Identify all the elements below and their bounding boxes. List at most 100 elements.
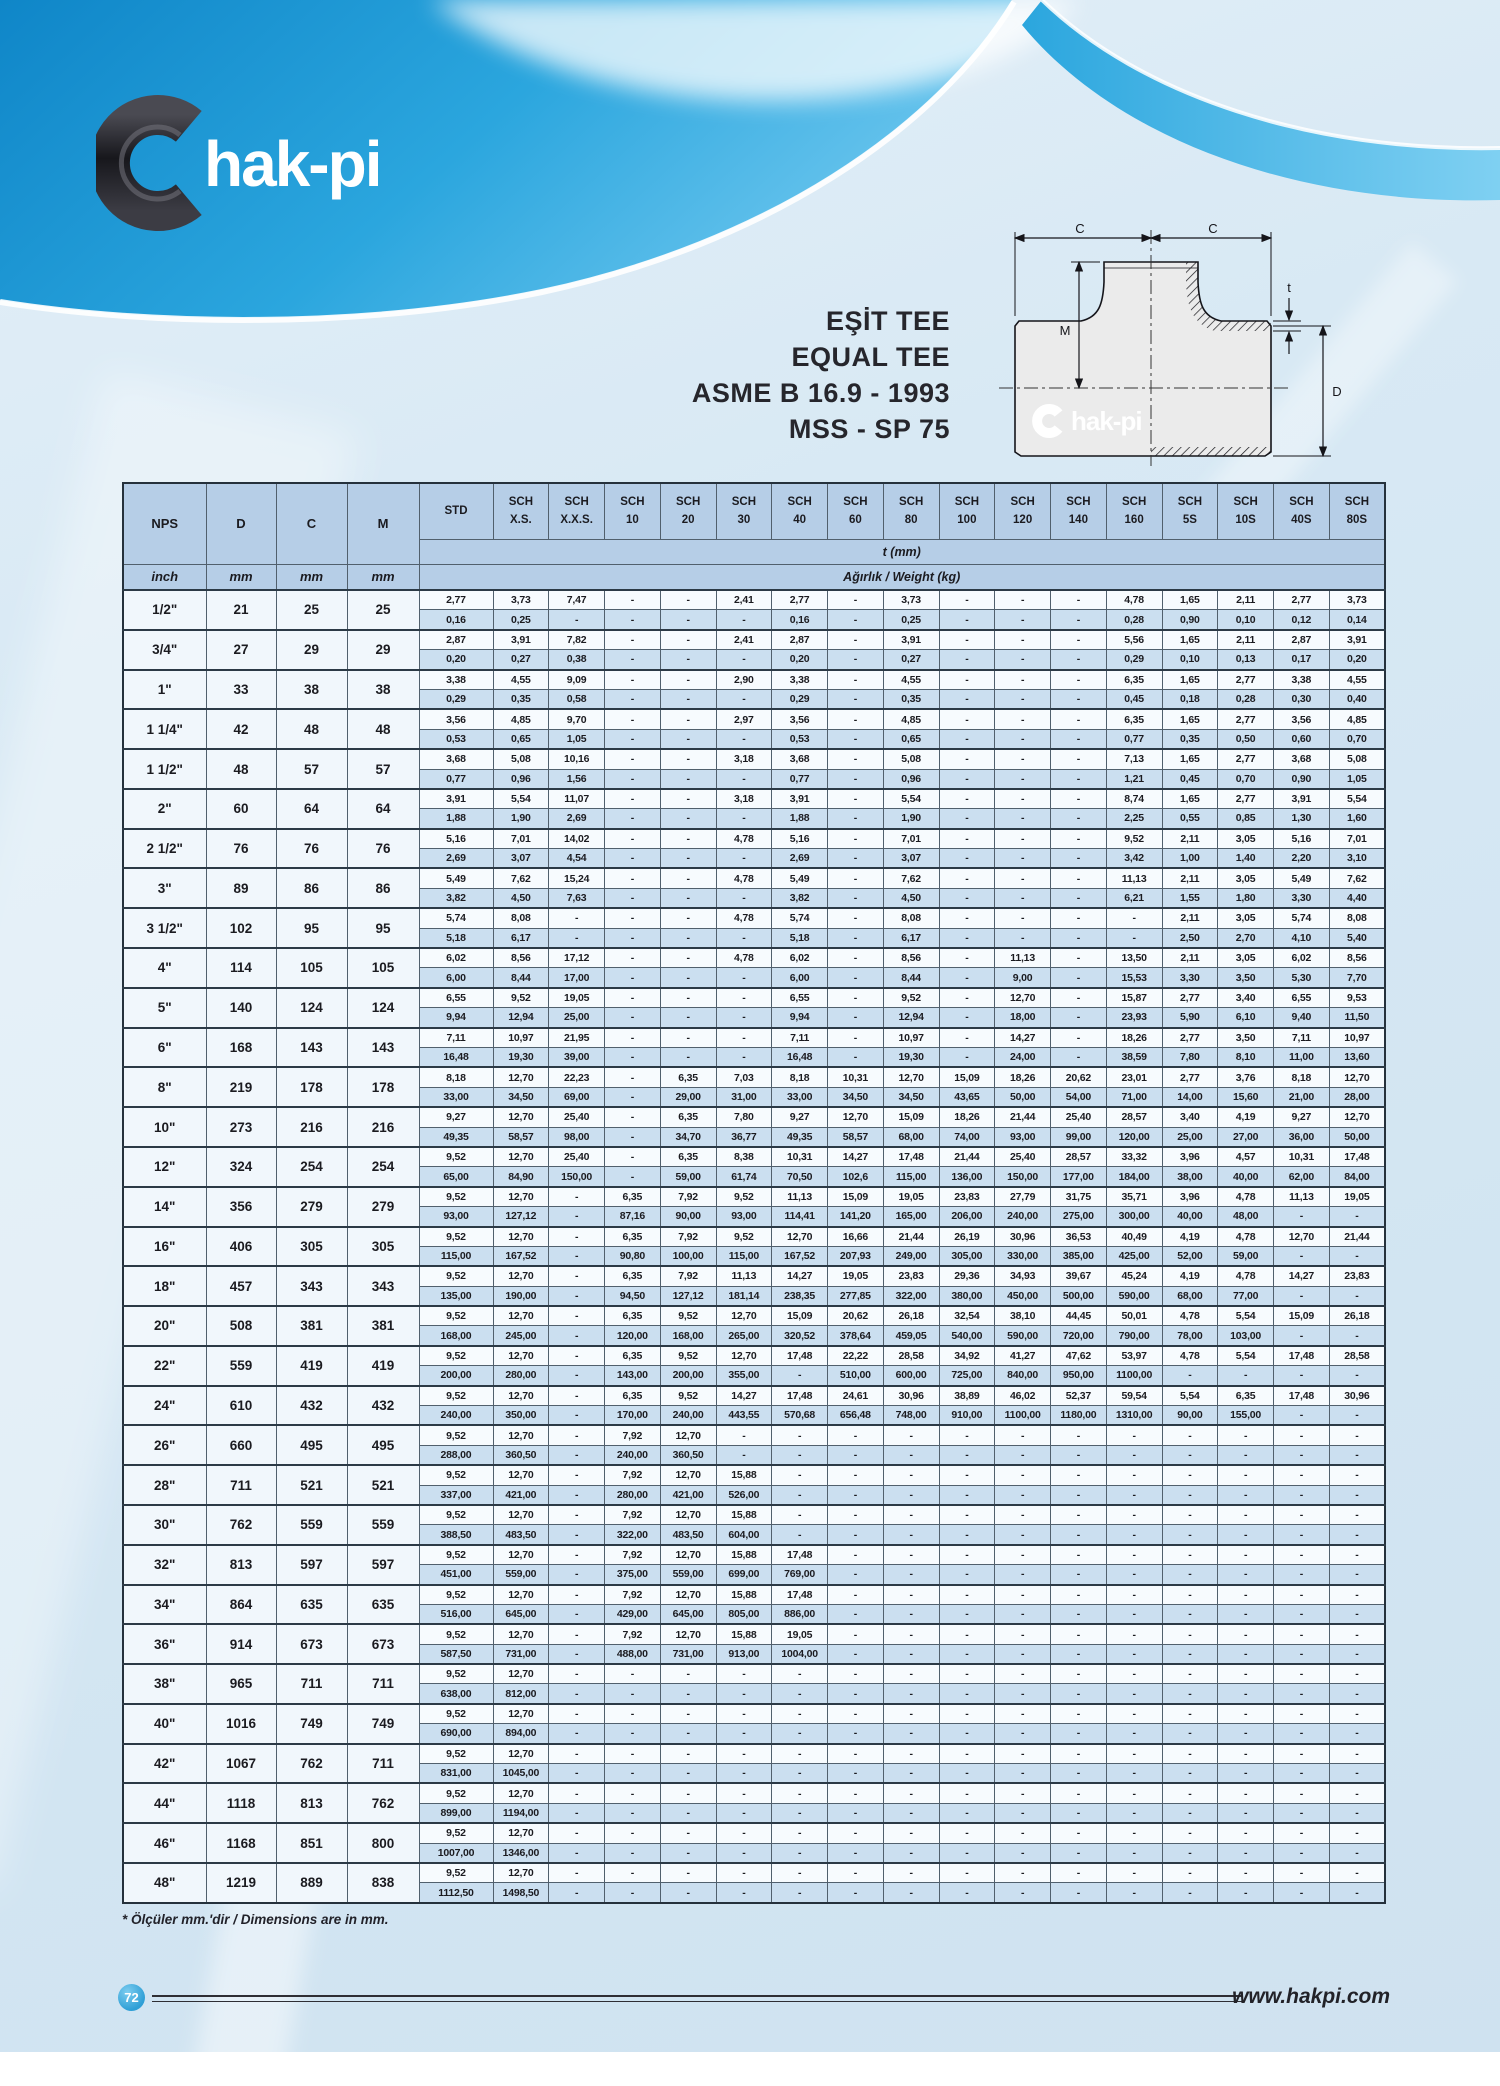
w-value-cell: - — [604, 1842, 661, 1864]
w-value-cell: - — [1328, 1564, 1386, 1586]
table-row-t: 28" 711 521 521 9,52 12,70-7,92 12,70 15,88- - - -… — [122, 1464, 1386, 1506]
column-header-sch-40s: SCH 40S — [1273, 482, 1330, 540]
units-row: inch mm mm mm Ağırlık / Weight (kg) — [122, 563, 1386, 591]
w-value-cell: - — [1050, 1524, 1107, 1546]
t-value-cell: - — [659, 1822, 717, 1844]
t-value-cell: 7,62 — [1328, 867, 1386, 889]
t-value-cell: 10,97 — [1328, 1026, 1386, 1048]
t-value-cell: - — [771, 1663, 828, 1685]
t-value-cell: 2,77 — [1161, 1026, 1219, 1048]
t-value-cell: 23,83 — [1328, 1265, 1386, 1287]
w-value-cell: 0,30 — [1273, 688, 1330, 710]
dim-cell-d: 42 — [205, 708, 277, 750]
t-value-cell: 5,49 — [771, 867, 828, 889]
w-value-cell: - — [994, 609, 1051, 631]
t-value-cell: 3,91 — [771, 787, 828, 810]
t-value-cell: - — [771, 1464, 828, 1486]
t-value-cell: 2,11 — [1161, 827, 1219, 850]
t-value-cell: 9,52 — [715, 1185, 773, 1208]
w-value-cell: - — [1161, 1603, 1219, 1625]
w-value-cell: - — [1273, 1484, 1330, 1506]
table-row-t: 46" 1168 851 800 9,52 12,70- - - - - - - - - - - - - - - — [122, 1822, 1386, 1864]
dim-cell-d: 76 — [205, 827, 277, 869]
t-value-cell: - — [548, 1583, 605, 1605]
column-header-m: M — [346, 482, 420, 565]
nps-cell: 3" — [122, 867, 207, 909]
t-value-cell: 4,78 — [1217, 1265, 1274, 1287]
dim-cell-c: 178 — [275, 1066, 348, 1108]
w-value-cell: 25,00 — [548, 1007, 605, 1029]
t-value-cell: - — [882, 1424, 940, 1446]
w-value-cell: - — [1050, 1723, 1107, 1745]
w-value-cell: - — [659, 848, 717, 869]
w-value-cell: 1498,50 — [492, 1882, 550, 1904]
t-value-cell: - — [827, 907, 884, 929]
t-value-cell: - — [604, 1663, 661, 1685]
unit-cell-3: mm — [346, 563, 420, 591]
w-value-cell: 94,50 — [604, 1285, 661, 1307]
nps-cell: 2 1/2" — [122, 827, 207, 869]
table-row-t: 14" 356 279 279 9,52 12,70-6,35 7,92 9,52 11,13 1… — [122, 1185, 1386, 1227]
w-value-cell: 181,14 — [715, 1285, 773, 1307]
t-value-cell: 20,62 — [1050, 1066, 1107, 1088]
t-value-cell: 21,44 — [1328, 1225, 1386, 1247]
dim-cell-c: 305 — [275, 1225, 348, 1267]
t-value-cell: - — [1050, 589, 1107, 611]
w-value-cell: - — [1050, 887, 1107, 909]
table-row-w: 516,00 645,00-429,00 645,00 805,00 886,00- - -… — [123, 1603, 1386, 1625]
w-value-cell: - — [659, 688, 717, 710]
t-value-cell: 15,88 — [715, 1583, 773, 1605]
table-row-t: 18" 457 343 343 9,52 12,70-6,35 7,92 11,13 14,27… — [122, 1265, 1386, 1307]
header-line: 10S — [1235, 514, 1256, 527]
header-line: 30 — [737, 514, 751, 527]
t-value-cell: - — [1050, 1543, 1107, 1566]
w-value-cell: 8,10 — [1217, 1046, 1274, 1068]
t-value-cell: 3,91 — [418, 787, 494, 810]
t-value-cell: - — [994, 1742, 1051, 1765]
t-value-cell: 18,26 — [1105, 1026, 1163, 1048]
w-value-cell: - — [715, 1683, 773, 1705]
t-value-cell: 2,87 — [1273, 628, 1330, 651]
t-value-cell: - — [1050, 907, 1107, 929]
t-value-cell: - — [604, 628, 661, 651]
t-value-cell: 22,22 — [827, 1344, 884, 1367]
w-value-cell: - — [1161, 1723, 1219, 1745]
t-value-cell: 2,11 — [1217, 628, 1274, 651]
t-value-cell: - — [994, 708, 1051, 730]
w-value-cell: 167,52 — [771, 1245, 828, 1267]
w-value-cell: 1,90 — [492, 808, 550, 830]
t-value-cell: 15,24 — [548, 867, 605, 889]
bottom-margin — [0, 2052, 1500, 2086]
t-value-cell: - — [827, 628, 884, 651]
t-value-cell: 3,18 — [715, 748, 773, 770]
t-value-cell: - — [1050, 1424, 1107, 1446]
t-value-cell: - — [938, 1464, 996, 1486]
w-value-cell: - — [659, 808, 717, 830]
t-value-cell: - — [548, 1185, 605, 1208]
w-value-cell: 115,00 — [418, 1245, 494, 1267]
w-value-cell: 0,70 — [1217, 768, 1274, 790]
t-value-cell: 3,56 — [1273, 708, 1330, 730]
w-value-cell: 0,25 — [882, 609, 940, 631]
header-line: SCH — [898, 496, 924, 509]
t-value-cell: - — [1050, 668, 1107, 690]
w-value-cell: 167,52 — [492, 1245, 550, 1267]
t-value-cell: 18,26 — [994, 1066, 1051, 1088]
product-title: EŞİT TEE EQUAL TEE ASME B 16.9 - 1993 MS… — [0, 303, 950, 447]
w-value-cell: 34,50 — [827, 1086, 884, 1108]
nps-cell: 14" — [122, 1185, 207, 1227]
drawing-watermark-logo: hak-pi — [1032, 404, 1143, 438]
dim-cell-c: 635 — [275, 1583, 348, 1625]
t-value-cell: 59,54 — [1105, 1384, 1163, 1407]
w-value-cell: - — [715, 1046, 773, 1068]
column-header-sch-x.s.: SCH X.S. — [492, 482, 550, 540]
w-value-cell: - — [548, 1484, 605, 1506]
header-line: 40 — [793, 514, 807, 527]
w-value-cell: - — [1050, 609, 1107, 631]
t-value-cell: 5,54 — [492, 787, 550, 810]
website-link[interactable]: www.hakpi.com — [1232, 1985, 1390, 2008]
t-value-cell: - — [1105, 1543, 1163, 1566]
w-value-cell: 1346,00 — [492, 1842, 550, 1864]
table-row-t: 2" 60 64 64 3,91 5,54 11,07- -3,18 3,91-5,54- - -8… — [122, 787, 1386, 830]
dim-cell-d: 457 — [205, 1265, 277, 1307]
